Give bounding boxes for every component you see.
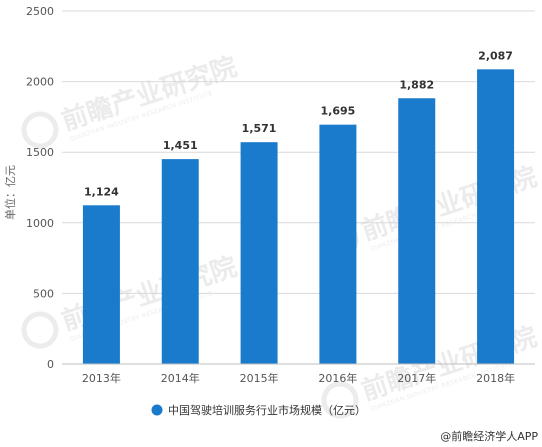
y-tick-label: 2500 <box>26 5 54 18</box>
y-tick-label: 1000 <box>26 217 54 230</box>
data-label: 1,695 <box>321 105 356 118</box>
data-label: 2,087 <box>478 49 513 62</box>
x-tick-label: 2016年 <box>318 371 357 385</box>
bars <box>82 69 515 364</box>
bar <box>240 142 278 364</box>
x-tick-label: 2017年 <box>397 371 436 385</box>
watermark-text: 前瞻产业研究院 <box>58 51 241 137</box>
x-tick-label: 2014年 <box>161 371 200 385</box>
legend-swatch <box>151 404 163 416</box>
data-label: 1,451 <box>163 139 198 152</box>
legend-label: 中国驾驶培训服务行业市场规模（亿元） <box>168 403 366 417</box>
y-tick-label: 0 <box>47 358 54 371</box>
bar <box>398 98 436 364</box>
bar <box>319 124 357 364</box>
y-axis-title: 单位：亿元 <box>3 165 17 220</box>
bar <box>82 205 120 364</box>
x-axis-ticks: 2013年 2014年 2015年 2016年 2017年 2018年 <box>82 371 515 385</box>
x-tick-label: 2013年 <box>82 371 121 385</box>
data-labels: 1,124 1,451 1,571 1,695 1,882 2,087 <box>84 49 513 198</box>
bar <box>161 159 199 364</box>
y-tick-label: 2000 <box>26 76 54 89</box>
x-tick-label: 2018年 <box>476 371 515 385</box>
data-label: 1,124 <box>84 185 119 198</box>
y-axis-ticks: 0 500 1000 1500 2000 2500 <box>26 5 54 371</box>
legend: 中国驾驶培训服务行业市场规模（亿元） <box>151 403 366 417</box>
bar <box>477 69 515 364</box>
data-label: 1,882 <box>399 78 434 91</box>
y-tick-label: 500 <box>33 287 54 300</box>
gridlines <box>62 10 535 294</box>
x-tick-label: 2015年 <box>240 371 279 385</box>
y-tick-label: 1500 <box>26 146 54 159</box>
data-label: 1,571 <box>242 122 277 135</box>
source-credit: @前瞻经济学人APP <box>440 429 538 443</box>
